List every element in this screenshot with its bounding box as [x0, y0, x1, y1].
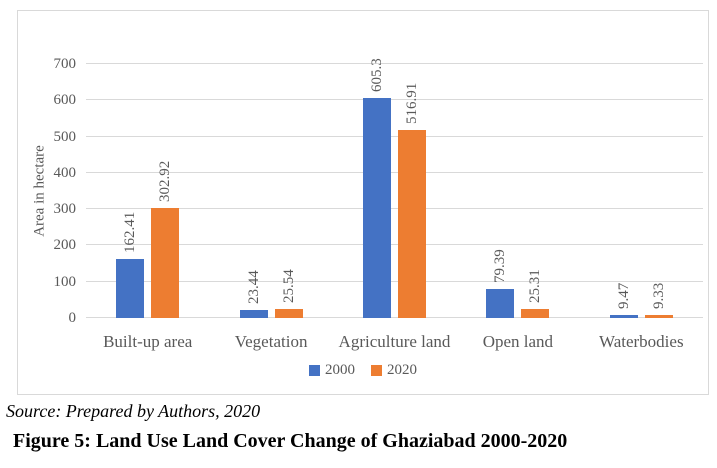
legend-swatch	[371, 365, 382, 376]
figure-caption: Figure 5: Land Use Land Cover Change of …	[13, 430, 568, 452]
bar-value-label: 162.41	[122, 211, 139, 254]
gridline	[86, 99, 703, 101]
bar-2020-open-land	[521, 308, 550, 318]
bar-2000-built-up-area	[116, 259, 145, 318]
y-tick-label: 700	[53, 56, 77, 72]
bar-2020-vegetation	[274, 308, 303, 318]
y-tick-label: 300	[53, 201, 77, 218]
bar-value-label: 9.47	[615, 282, 632, 309]
bar-value-label: 79.39	[492, 249, 509, 284]
bar-2000-vegetation	[239, 309, 268, 318]
source-note: Source: Prepared by Authors, 2020	[6, 401, 261, 421]
bar-value-label: 9.33	[650, 282, 667, 309]
legend: 2000 2020	[18, 362, 708, 379]
bar-2000-agriculture-land	[363, 98, 391, 318]
y-axis-ticks: 0 100 200 300 400 500 600 700	[18, 56, 77, 326]
category-label: Waterbodies	[599, 332, 684, 351]
bar-value-label: 605.3	[369, 58, 385, 93]
bar-value-label: 23.44	[245, 269, 262, 304]
bar-2020-waterbodies	[644, 314, 673, 318]
y-tick-label: 500	[53, 128, 77, 145]
legend-label: 2000	[325, 362, 355, 378]
legend-swatch	[309, 365, 320, 376]
category-label: Agriculture land	[338, 332, 451, 351]
bar-2000-open-land	[486, 289, 515, 318]
legend-item-2000: 2000	[309, 362, 355, 379]
gridline	[86, 171, 703, 173]
chart-panel: Area in hectare 0 100 200 300 400 500 600 700 1…	[17, 10, 709, 395]
bar-value-label: 516.91	[404, 83, 420, 125]
bar-value-label: 302.92	[157, 160, 174, 203]
y-tick-label: 600	[53, 92, 77, 109]
category-label: Open land	[482, 332, 554, 351]
category-label: Built-up area	[103, 332, 193, 351]
gridline	[86, 208, 703, 210]
y-tick-label: 100	[53, 273, 77, 290]
bar-2020-built-up-area	[151, 208, 180, 318]
y-tick-label: 0	[68, 310, 77, 326]
gridline	[86, 280, 703, 282]
legend-label: 2020	[387, 362, 417, 378]
category-label: Vegetation	[234, 332, 308, 351]
y-tick-label: 200	[53, 237, 77, 254]
gridline	[86, 317, 703, 318]
y-tick-label: 400	[53, 164, 77, 181]
bar-2020-agriculture-land	[398, 130, 426, 318]
x-axis-labels: Built-up area Vegetation Agriculture land O…	[86, 332, 703, 354]
bar-2000-waterbodies	[609, 314, 638, 318]
plot-area: 162.41 23.44 605.3 79.39 9.47 302.92 25.54 516.…	[86, 59, 703, 318]
gridline	[86, 63, 703, 64]
gridline	[86, 135, 703, 137]
legend-item-2020: 2020	[371, 362, 417, 379]
bar-value-label: 25.54	[280, 268, 297, 303]
bar-value-label: 25.31	[527, 269, 544, 303]
gridline	[86, 244, 703, 246]
